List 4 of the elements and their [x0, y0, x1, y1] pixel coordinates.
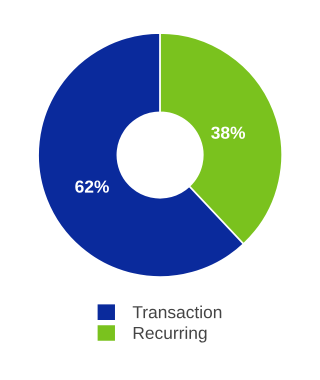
data-label: 62%	[75, 180, 109, 193]
legend-label: Transaction	[132, 306, 222, 318]
legend-label: Recurring	[134, 326, 206, 343]
data-label: 38%	[211, 126, 246, 139]
